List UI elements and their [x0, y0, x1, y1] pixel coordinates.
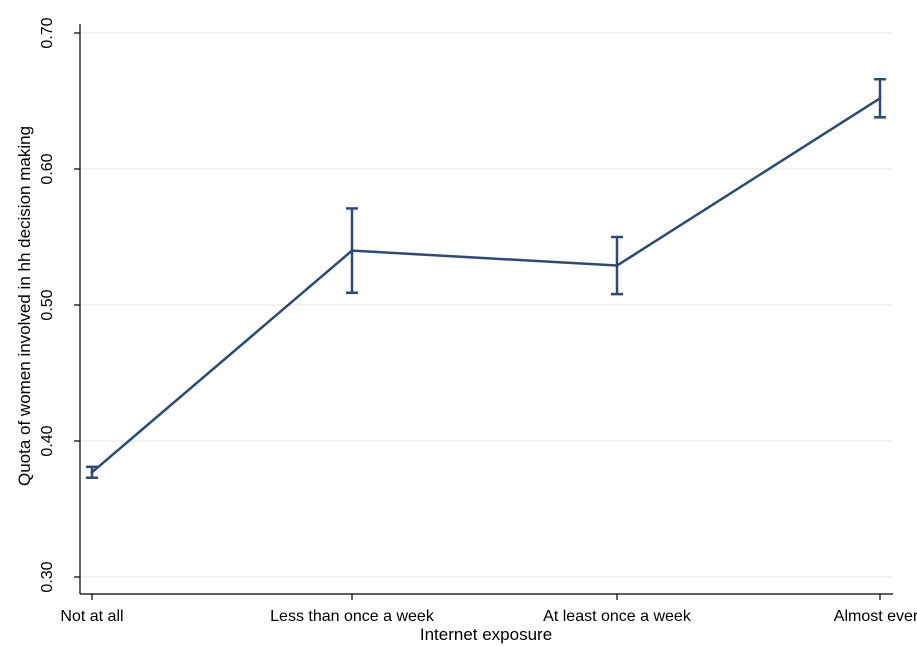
y-tick-label: 0.30 [39, 561, 56, 592]
x-tick-label: Less than once a week [270, 608, 435, 625]
x-axis-title: Internet exposure [420, 625, 552, 644]
y-tick-label: 0.40 [39, 425, 56, 456]
y-tick-label: 0.70 [39, 17, 56, 48]
axes [79, 24, 893, 595]
y-tick-label: 0.50 [39, 289, 56, 320]
data-point [615, 264, 619, 268]
series-polyline [91, 97, 881, 474]
error-bars [86, 77, 886, 479]
gridlines [80, 32, 893, 578]
series-line [90, 96, 882, 474]
y-ticks: 0.30 0.40 0.50 0.60 0.70 [39, 17, 80, 593]
x-tick-label: At least once a week [543, 608, 692, 625]
data-point [90, 470, 94, 474]
x-ticks: Not at all Less than once a week At least … [60, 594, 917, 625]
data-point [350, 249, 354, 253]
data-point [878, 96, 882, 100]
y-axis-title: Quota of women involved in hh decision m… [15, 126, 34, 486]
x-tick-label: Almost every [834, 608, 917, 625]
y-tick-label: 0.60 [39, 153, 56, 184]
x-tick-label: Not at all [60, 608, 123, 625]
